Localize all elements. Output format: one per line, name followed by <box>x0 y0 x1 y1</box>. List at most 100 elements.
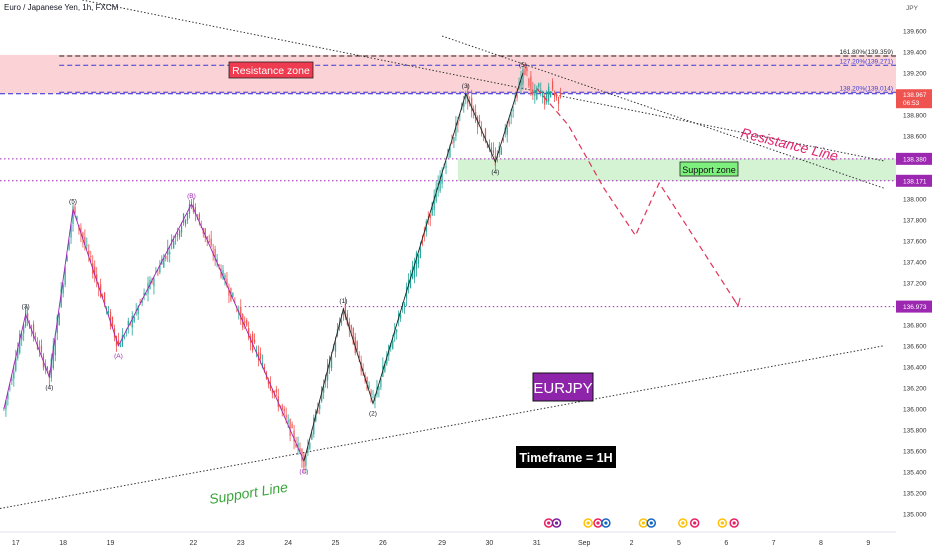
candle <box>153 275 155 295</box>
candle-body <box>362 368 364 372</box>
candle-body <box>90 256 92 257</box>
price-tick-label: 135.800 <box>903 427 927 434</box>
chart-title-header: Euro / Japanese Yen, 1h, FXCM <box>4 3 119 12</box>
candle <box>455 116 457 141</box>
candle <box>354 332 356 356</box>
candle <box>210 230 212 248</box>
candle-body <box>396 329 398 332</box>
candle <box>23 324 25 342</box>
price-tick-label: 139.600 <box>903 28 927 35</box>
candle-body <box>74 206 76 214</box>
candle <box>214 245 216 266</box>
time-tick-label: 2 <box>630 540 634 547</box>
candle <box>542 90 544 104</box>
candle <box>94 260 96 283</box>
price-tick-label: 136.800 <box>903 322 927 329</box>
symbol-badge-text: EURJPY <box>533 380 592 397</box>
candle <box>540 82 542 97</box>
candle-body <box>502 138 504 142</box>
fib-level-label: 127.20%(139.271) <box>840 58 894 65</box>
candle-body <box>451 142 453 144</box>
candle <box>109 309 112 330</box>
candle-body <box>340 320 343 324</box>
economic-event-dot <box>732 521 736 525</box>
candle <box>417 254 420 269</box>
candle-body <box>368 385 370 388</box>
time-tick-label: 24 <box>284 540 292 547</box>
candle <box>222 264 224 281</box>
candle-body <box>145 293 147 295</box>
candle <box>538 82 540 90</box>
candle <box>58 312 60 326</box>
candle <box>159 260 161 275</box>
economic-event-dot <box>604 521 608 525</box>
candle <box>25 305 27 329</box>
wave-label: (C) <box>299 468 308 475</box>
candle-body <box>299 448 301 452</box>
candle-body <box>327 364 329 381</box>
candle-body <box>344 303 346 317</box>
candle <box>248 321 250 341</box>
candle <box>64 265 66 288</box>
candle-body <box>123 337 125 338</box>
candle-body <box>13 371 15 379</box>
wave-label: (2) <box>369 411 377 418</box>
candle <box>323 379 325 400</box>
candle-body <box>40 345 43 352</box>
candle <box>40 339 43 358</box>
candle-body <box>80 227 82 235</box>
candle-body <box>311 433 313 440</box>
candle-body <box>350 324 352 329</box>
candle-body <box>378 387 380 391</box>
candle <box>21 332 23 346</box>
time-tick-label: 8 <box>819 540 823 547</box>
candle <box>271 389 273 399</box>
candle <box>368 381 370 389</box>
candle-body <box>530 76 532 90</box>
candle-body <box>88 250 90 255</box>
candle-body <box>512 109 514 112</box>
candle <box>297 436 299 455</box>
current-price-tag <box>896 89 932 109</box>
candle-body <box>167 247 169 255</box>
candle-body <box>11 378 13 381</box>
time-tick-label: 19 <box>107 540 115 547</box>
candle-body <box>488 143 491 148</box>
wave-label: (5) <box>69 198 77 205</box>
candle <box>471 89 473 118</box>
candle <box>453 136 455 149</box>
candle <box>275 385 277 397</box>
price-axis[interactable] <box>896 0 932 550</box>
candle-body <box>244 321 246 323</box>
candle-body <box>190 201 193 203</box>
candle <box>372 389 374 399</box>
candle-body <box>131 316 133 328</box>
candle-body <box>21 333 23 340</box>
candle <box>163 253 165 268</box>
candle-body <box>246 319 248 326</box>
candle <box>559 87 562 99</box>
candle-body <box>135 309 137 311</box>
candle-body <box>255 350 258 352</box>
candle <box>313 414 315 438</box>
candle <box>38 340 41 357</box>
candle <box>34 332 37 340</box>
candle-body <box>50 358 52 378</box>
candle <box>143 288 145 301</box>
candle-body <box>171 239 173 242</box>
candle-body <box>94 266 96 276</box>
candle <box>439 170 441 194</box>
candle-body <box>305 456 307 467</box>
candle-body <box>524 69 526 76</box>
candle-body <box>313 417 315 435</box>
time-tick-label: 6 <box>724 540 728 547</box>
wave-label: (3) <box>22 303 30 310</box>
timeframe-badge-text: Timeframe = 1H <box>519 451 612 465</box>
candle <box>382 357 384 378</box>
candle <box>252 331 254 353</box>
candle <box>165 255 167 262</box>
candle-body <box>307 445 309 453</box>
candle-body <box>27 312 29 321</box>
